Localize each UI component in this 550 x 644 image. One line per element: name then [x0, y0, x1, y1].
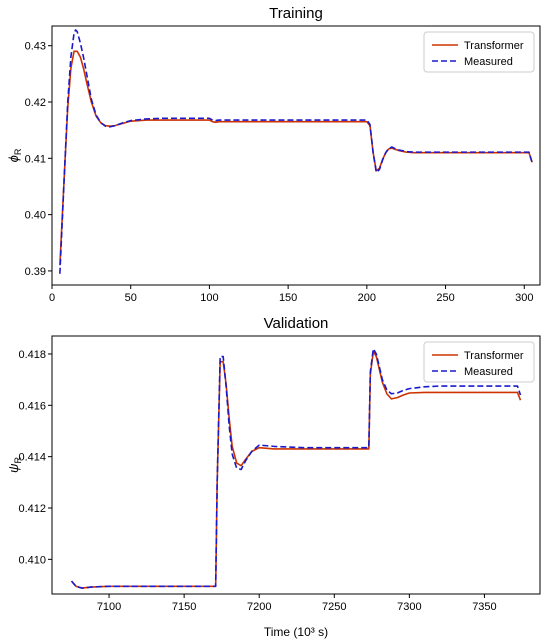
legend-label-transformer: Transformer — [464, 350, 524, 362]
y-tick-label: 0.412 — [18, 503, 46, 515]
y-axis-label: ψR — [6, 457, 23, 473]
x-tick-label: 50 — [125, 292, 137, 304]
y-axis-label: ϕR — [6, 148, 23, 162]
y-tick-label: 0.39 — [25, 266, 46, 278]
y-tick-label: 0.43 — [25, 41, 46, 53]
y-tick-label: 0.410 — [18, 554, 46, 566]
x-axis-label: Time (10³ s) — [264, 625, 328, 639]
chart-title: Training — [269, 5, 323, 22]
legend-box — [423, 341, 535, 383]
x-tick-label: 7300 — [397, 601, 421, 613]
x-tick-label: 300 — [515, 292, 533, 304]
x-tick-label: 7150 — [172, 601, 196, 613]
chart-panel-2: 7100 7150 7200 7250 7300 7350 0.410 0.412 0.414 0… — [6, 315, 541, 639]
x-tick-label: 0 — [49, 292, 55, 304]
x-tick-label: 150 — [279, 292, 297, 304]
legend-box — [423, 31, 535, 73]
series-line-transformer — [70, 350, 522, 589]
series-line-measured — [70, 348, 522, 589]
x-tick-label: 250 — [436, 292, 454, 304]
x-tick-label: 7250 — [322, 601, 346, 613]
legend-label-transformer: Transformer — [464, 40, 524, 52]
y-tick-label: 0.40 — [25, 210, 46, 222]
y-tick-label: 0.42 — [25, 97, 46, 109]
chart-panel-1: 0 50 100 150 200 250 300 0.39 0.40 0.41 0.42 0.43 Tr… — [6, 5, 541, 304]
legend-label-measured: Measured — [464, 366, 513, 378]
y-tick-label: 0.414 — [18, 452, 46, 464]
plot-frame — [51, 335, 541, 595]
y-tick-label: 0.418 — [18, 349, 46, 361]
legend-label-measured: Measured — [464, 56, 513, 68]
x-tick-label: 7350 — [472, 601, 496, 613]
legend: Transformer Measured — [423, 341, 535, 383]
x-tick-label: 7200 — [247, 601, 271, 613]
chart-title: Validation — [264, 315, 329, 332]
x-tick-label: 7100 — [97, 601, 121, 613]
y-tick-label: 0.416 — [18, 400, 46, 412]
y-tick-label: 0.41 — [25, 153, 46, 165]
plot-frame — [51, 25, 541, 286]
legend: Transformer Measured — [423, 31, 535, 73]
series-line-transformer — [59, 50, 533, 266]
series-line-measured — [59, 29, 533, 274]
x-tick-label: 200 — [358, 292, 376, 304]
x-tick-label: 100 — [200, 292, 218, 304]
